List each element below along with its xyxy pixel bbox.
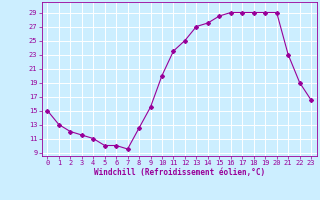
X-axis label: Windchill (Refroidissement éolien,°C): Windchill (Refroidissement éolien,°C) — [94, 168, 265, 177]
